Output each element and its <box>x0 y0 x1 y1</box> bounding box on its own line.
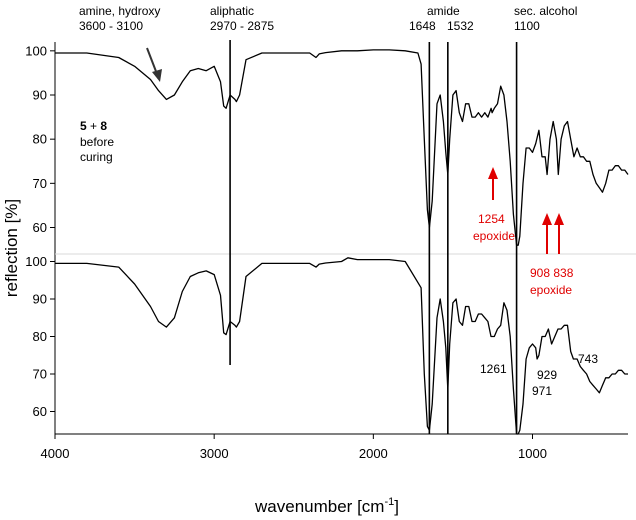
x-tick-label: 3000 <box>200 446 229 461</box>
amine-arrow-line <box>146 47 158 75</box>
sample-label-line1: 5 + 8 <box>80 119 107 133</box>
x-axis-title-main: wavenumber [cm <box>254 497 384 516</box>
amide-1648-label: 1648 <box>409 19 436 33</box>
x-tick-label: 2000 <box>359 446 388 461</box>
sample-label-bold-a: 5 <box>80 119 87 133</box>
top-y-tick-label: 90 <box>33 88 47 103</box>
top-y-tick-label: 70 <box>33 176 47 191</box>
x-tick-label: 4000 <box>41 446 70 461</box>
epoxide-1254-value: 1254 <box>478 212 505 226</box>
bottom-y-tick-label: 70 <box>33 367 47 382</box>
epoxide-1254-arrow-head <box>488 167 498 179</box>
bottom-y-tick-label: 90 <box>33 292 47 307</box>
amine-range: 3600 - 3100 <box>79 19 143 33</box>
peak-743-label: 743 <box>578 352 598 366</box>
bottom-y-tick-label: 60 <box>33 404 47 419</box>
epoxide-908-arrow-head <box>542 213 552 225</box>
top-y-tick-label: 60 <box>33 220 47 235</box>
epoxide-908-838-value: 908 838 <box>530 266 574 280</box>
sample-label-bold-b: 8 <box>100 119 107 133</box>
y-axis-title: reflection [%] <box>2 199 21 297</box>
amide-1532-label: 1532 <box>447 19 474 33</box>
x-tick-label: 1000 <box>518 446 547 461</box>
ticks-layer: 4000 3000 2000 1000 60 70 80 90 100 60 70 80 90 100 <box>25 43 547 461</box>
vertical-lines-layer <box>229 40 518 434</box>
amine-title: amine, hydroxy <box>79 4 160 18</box>
top-spectrum-line <box>55 49 629 246</box>
peak-1261-label: 1261 <box>480 362 507 376</box>
x-axis-title-close: ] <box>394 497 399 516</box>
sample-label-line3: curing <box>80 150 113 164</box>
aliphatic-title: aliphatic <box>210 4 254 18</box>
top-y-tick-label: 80 <box>33 132 47 147</box>
amine-arrow-head <box>152 69 162 82</box>
x-axis-title-superscript: -1 <box>384 496 394 508</box>
epoxide-838-arrow-head <box>554 213 564 225</box>
bottom-spectrum-line <box>55 257 628 435</box>
aliphatic-range: 2970 - 2875 <box>210 19 274 33</box>
epoxide-1254-label: epoxide <box>473 229 515 243</box>
peak-971-label: 971 <box>532 384 552 398</box>
alcohol-title: sec. alcohol <box>514 4 577 18</box>
bottom-y-tick-label: 80 <box>33 329 47 344</box>
top-y-tick-label: 100 <box>25 43 47 58</box>
sample-label-line2: before <box>80 135 114 149</box>
sample-label-plus: + <box>87 119 101 133</box>
x-axis-title: wavenumber [cm-1] <box>254 496 399 516</box>
epoxide-908-838-label: epoxide <box>530 283 572 297</box>
alcohol-1100-label: 1100 <box>514 19 540 33</box>
amide-title: amide <box>427 4 460 18</box>
peak-929-label: 929 <box>537 368 557 382</box>
series-layer <box>55 49 629 435</box>
bottom-y-tick-label: 100 <box>25 254 47 269</box>
